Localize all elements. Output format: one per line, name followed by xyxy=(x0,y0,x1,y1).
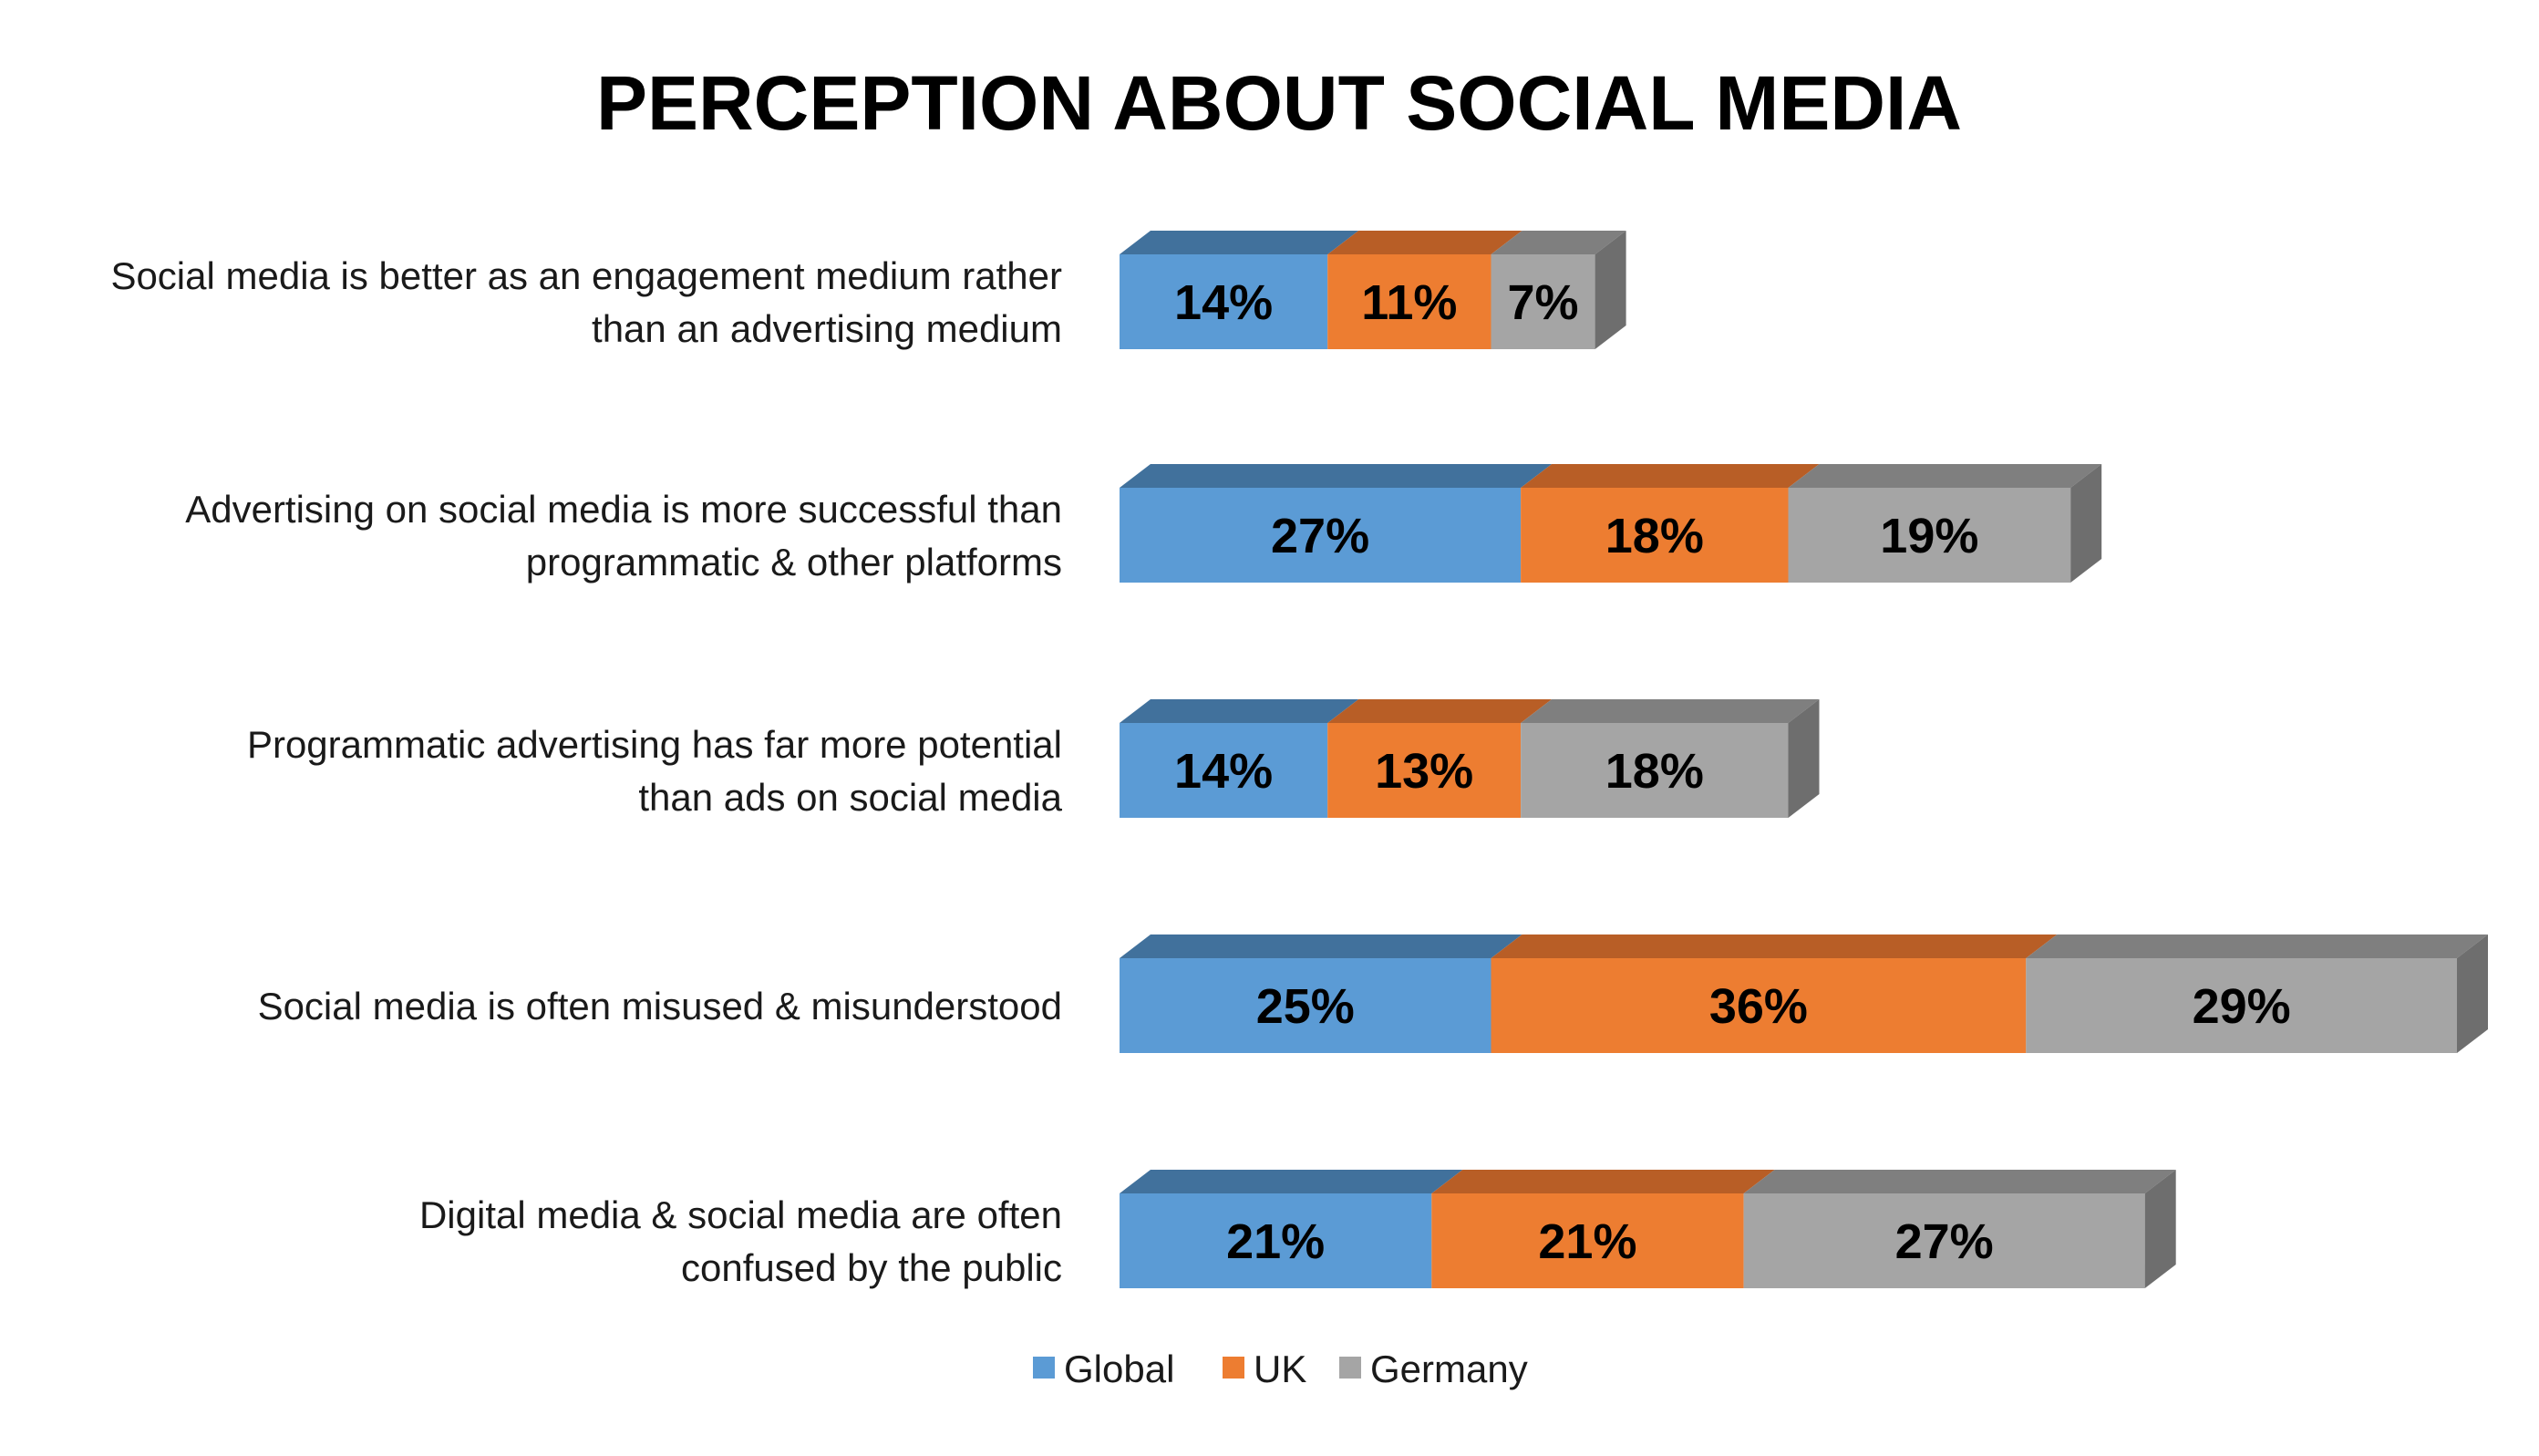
category-label-1-line-2: than an advertising medium xyxy=(592,307,1062,350)
bar-side-3 xyxy=(1788,699,1820,818)
data-label-germany-1: 7% xyxy=(1508,275,1579,330)
bar-germany-1-top xyxy=(1491,231,1626,254)
data-label-germany-2: 19% xyxy=(1880,509,1978,563)
bar-global-4-top xyxy=(1120,935,1522,958)
bar-global-5-top xyxy=(1120,1170,1463,1193)
bar-germany-2-top xyxy=(1788,464,2102,488)
bar-germany-3-top xyxy=(1521,699,1820,723)
data-label-uk-3: 13% xyxy=(1375,744,1473,799)
bar-uk-4 xyxy=(1491,958,2027,1053)
data-label-global-5: 21% xyxy=(1226,1214,1325,1269)
data-label-germany-3: 18% xyxy=(1605,744,1704,799)
bar-germany-5-top xyxy=(1743,1170,2176,1193)
bar-germany-2 xyxy=(1788,488,2071,583)
category-label-1-line-1: Social media is better as an engagement … xyxy=(110,254,1062,297)
category-label-3-line-2: than ads on social media xyxy=(638,776,1062,819)
data-label-global-4: 25% xyxy=(1256,979,1355,1034)
bar-uk-2-top xyxy=(1521,464,1820,488)
bar-side-5 xyxy=(2144,1170,2176,1288)
bar-side-4 xyxy=(2457,935,2488,1053)
bar-germany-3 xyxy=(1521,723,1789,818)
bar-side-2 xyxy=(2070,464,2102,583)
bar-uk-5 xyxy=(1431,1193,1744,1288)
bar-row-5: Digital media & social media are often co… xyxy=(419,1170,2176,1289)
category-label-2-line-1: Advertising on social media is more succ… xyxy=(185,488,1062,531)
bar-global-2-top xyxy=(1120,464,1553,488)
bar-global-3 xyxy=(1120,723,1328,818)
bar-global-1-top xyxy=(1120,231,1359,254)
bar-side-1 xyxy=(1595,231,1626,349)
bar-global-4 xyxy=(1120,958,1491,1053)
bar-uk-1 xyxy=(1327,254,1491,349)
data-label-global-2: 27% xyxy=(1271,509,1369,563)
bar-uk-3-top xyxy=(1327,699,1553,723)
data-label-germany-5: 27% xyxy=(1895,1214,1994,1269)
data-label-germany-4: 29% xyxy=(2193,979,2291,1034)
legend: Global UK Germany xyxy=(1033,1348,1528,1390)
bar-uk-5-top xyxy=(1431,1170,1775,1193)
data-label-global-1: 14% xyxy=(1174,275,1273,330)
data-label-uk-1: 11% xyxy=(1361,275,1457,330)
bar-row-1: Social media is better as an engagement … xyxy=(110,231,1626,350)
bar-global-2 xyxy=(1120,488,1522,583)
category-label-5-line-2: confused by the public xyxy=(681,1246,1062,1289)
data-label-uk-5: 21% xyxy=(1538,1214,1636,1269)
bar-uk-2 xyxy=(1521,488,1789,583)
category-label-3-line-1: Programmatic advertising has far more po… xyxy=(247,723,1062,766)
bar-global-5 xyxy=(1120,1193,1432,1288)
data-label-global-3: 14% xyxy=(1174,744,1273,799)
chart-title: PERCEPTION ABOUT SOCIAL MEDIA xyxy=(596,60,1962,146)
bar-row-3: Programmatic advertising has far more po… xyxy=(247,699,1820,819)
legend-swatch-uk xyxy=(1223,1357,1244,1379)
legend-label-uk: UK xyxy=(1254,1348,1306,1390)
bar-germany-4 xyxy=(2026,958,2457,1053)
bar-germany-1 xyxy=(1491,254,1595,349)
bar-row-4: Social media is often misused & misunder… xyxy=(258,935,2488,1053)
legend-swatch-global xyxy=(1033,1357,1055,1379)
legend-label-global: Global xyxy=(1064,1348,1174,1390)
data-label-uk-2: 18% xyxy=(1605,509,1704,563)
bar-row-2: Advertising on social media is more succ… xyxy=(185,464,2102,583)
bar-uk-4-top xyxy=(1491,935,2058,958)
data-label-uk-4: 36% xyxy=(1709,979,1808,1034)
legend-swatch-germany xyxy=(1339,1357,1361,1379)
bar-germany-4-top xyxy=(2026,935,2488,958)
bar-uk-3 xyxy=(1327,723,1522,818)
category-label-5-line-1: Digital media & social media are often xyxy=(419,1193,1062,1236)
legend-label-germany: Germany xyxy=(1370,1348,1528,1390)
category-label-4-line-1: Social media is often misused & misunder… xyxy=(258,985,1062,1027)
bar-germany-5 xyxy=(1743,1193,2145,1288)
bar-global-3-top xyxy=(1120,699,1359,723)
bar-uk-1-top xyxy=(1327,231,1522,254)
bar-global-1 xyxy=(1120,254,1328,349)
category-label-2-line-2: programmatic & other platforms xyxy=(526,541,1062,583)
